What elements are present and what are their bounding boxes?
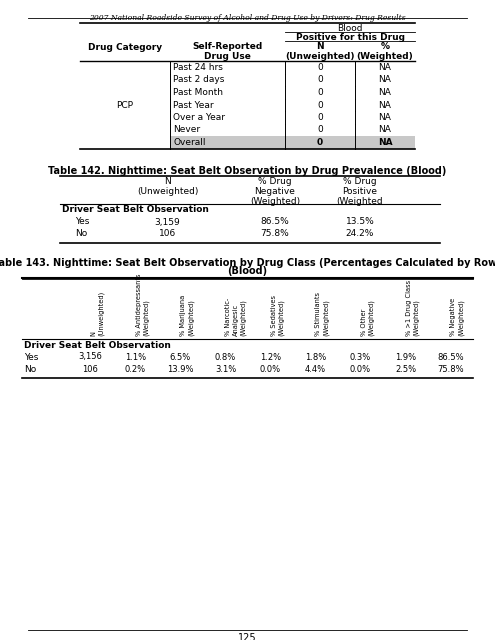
Text: Past Year: Past Year	[173, 100, 214, 109]
Text: NA: NA	[378, 138, 393, 147]
Text: NA: NA	[379, 88, 392, 97]
Text: 24.2%: 24.2%	[346, 230, 374, 239]
Text: NA: NA	[379, 113, 392, 122]
Bar	[170, 136, 415, 148]
Text: 1.9%: 1.9%	[395, 353, 416, 362]
Text: 2.5%: 2.5%	[395, 365, 416, 374]
Text: Table 143. Nighttime: Seat Belt Observation by Drug Class (Percentages Calculate: Table 143. Nighttime: Seat Belt Observat…	[0, 257, 495, 268]
Text: (Blood): (Blood)	[227, 266, 268, 276]
Text: 1.8%: 1.8%	[305, 353, 326, 362]
Text: Yes: Yes	[75, 218, 90, 227]
Text: % Sedatives
(Weighted): % Sedatives (Weighted)	[270, 294, 284, 335]
Text: 0: 0	[317, 63, 323, 72]
Text: 6.5%: 6.5%	[170, 353, 191, 362]
Text: 86.5%: 86.5%	[437, 353, 464, 362]
Text: Drug Category: Drug Category	[88, 43, 162, 52]
Text: % Narcotic-
Analgesic
(Weighted): % Narcotic- Analgesic (Weighted)	[226, 297, 246, 335]
Text: N
(Unweighted): N (Unweighted)	[285, 42, 355, 61]
Text: 125: 125	[238, 633, 257, 640]
Text: Over a Year: Over a Year	[173, 113, 225, 122]
Text: Never: Never	[173, 125, 200, 134]
Text: Past 24 hrs: Past 24 hrs	[173, 63, 223, 72]
Text: No: No	[24, 365, 36, 374]
Text: 1.2%: 1.2%	[260, 353, 281, 362]
Text: %
(Weighted): % (Weighted)	[356, 42, 413, 61]
Text: 0: 0	[317, 138, 323, 147]
Text: 3.1%: 3.1%	[215, 365, 236, 374]
Text: N
(Unweighted): N (Unweighted)	[91, 291, 104, 335]
Text: NA: NA	[379, 125, 392, 134]
Text: Past Month: Past Month	[173, 88, 223, 97]
Text: Driver Seat Belt Observation: Driver Seat Belt Observation	[62, 205, 209, 214]
Text: NA: NA	[379, 100, 392, 109]
Text: 0.2%: 0.2%	[125, 365, 146, 374]
Text: % Negative
(Weighted): % Negative (Weighted)	[450, 297, 464, 335]
Text: 13.9%: 13.9%	[167, 365, 194, 374]
Text: Yes: Yes	[24, 353, 39, 362]
Text: 0.8%: 0.8%	[215, 353, 236, 362]
Text: Past 2 days: Past 2 days	[173, 76, 224, 84]
Text: 75.8%: 75.8%	[261, 230, 290, 239]
Text: % Marijuana
(Weighted): % Marijuana (Weighted)	[181, 294, 194, 335]
Text: 0.0%: 0.0%	[350, 365, 371, 374]
Text: 106: 106	[83, 365, 99, 374]
Text: % Stimulants
(Weighted): % Stimulants (Weighted)	[315, 291, 329, 335]
Text: % Drug
Negative
(Weighted): % Drug Negative (Weighted)	[250, 177, 300, 206]
Text: 0: 0	[317, 125, 323, 134]
Text: NA: NA	[379, 63, 392, 72]
Text: 106: 106	[159, 230, 176, 239]
Text: % Antidepressants
(Weighted): % Antidepressants (Weighted)	[136, 273, 149, 335]
Text: 86.5%: 86.5%	[261, 218, 290, 227]
Text: Blood: Blood	[337, 24, 363, 33]
Text: 3,156: 3,156	[79, 353, 102, 362]
Text: Driver Seat Belt Observation: Driver Seat Belt Observation	[24, 340, 171, 349]
Text: % >1 Drug Class
(Weighted): % >1 Drug Class (Weighted)	[405, 280, 419, 335]
Text: 2007 National Roadside Survey of Alcohol and Drug Use by Drivers: Drug Results: 2007 National Roadside Survey of Alcohol…	[89, 14, 406, 22]
Text: Overall: Overall	[173, 138, 205, 147]
Text: 13.5%: 13.5%	[346, 218, 374, 227]
Text: 0: 0	[317, 76, 323, 84]
Text: 0.0%: 0.0%	[260, 365, 281, 374]
Text: % Other
(Weighted): % Other (Weighted)	[360, 299, 374, 335]
Text: No: No	[75, 230, 87, 239]
Text: 0: 0	[317, 100, 323, 109]
Text: 0.3%: 0.3%	[350, 353, 371, 362]
Text: PCP: PCP	[116, 102, 134, 111]
Text: NA: NA	[379, 76, 392, 84]
Text: % Drug
Positive
(Weighted: % Drug Positive (Weighted	[337, 177, 383, 206]
Text: N
(Unweighted): N (Unweighted)	[137, 177, 198, 196]
Text: 1.1%: 1.1%	[125, 353, 146, 362]
Text: 3,159: 3,159	[154, 218, 180, 227]
Text: 0: 0	[317, 88, 323, 97]
Text: Self-Reported
Drug Use: Self-Reported Drug Use	[193, 42, 263, 61]
Text: 75.8%: 75.8%	[437, 365, 464, 374]
Text: Table 142. Nighttime: Seat Belt Observation by Drug Prevalence (Blood): Table 142. Nighttime: Seat Belt Observat…	[49, 166, 446, 175]
Text: 4.4%: 4.4%	[305, 365, 326, 374]
Text: 0: 0	[317, 113, 323, 122]
Text: Positive for this Drug: Positive for this Drug	[296, 33, 404, 42]
